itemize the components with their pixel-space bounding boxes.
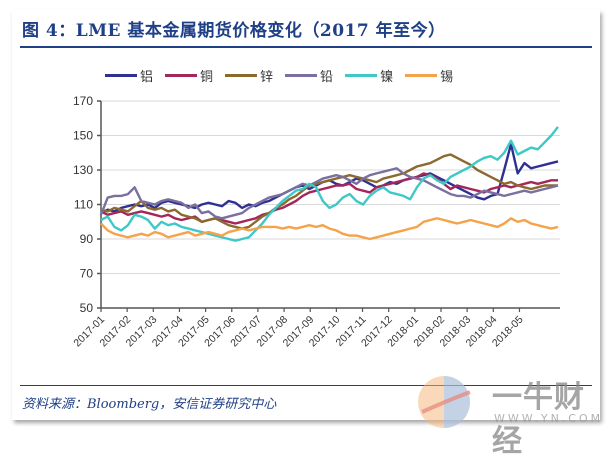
- legend-swatch: [225, 74, 258, 77]
- legend-label: 铝: [140, 69, 154, 84]
- legend-label: 锌: [260, 69, 274, 84]
- series-line-锡: [100, 217, 559, 241]
- y-tick-label: 110: [74, 198, 93, 212]
- series-line-铅: [99, 167, 559, 220]
- legend-item: 锡: [405, 66, 453, 85]
- y-axis: 50 70 90 110 130 150 170: [73, 94, 102, 315]
- y-tick-label: 90: [80, 232, 94, 246]
- legend-item: 锌: [225, 66, 273, 85]
- series-line-铝: [100, 142, 559, 215]
- x-axis: 2017-012017-022017-032017-042017-052017-…: [71, 307, 560, 349]
- y-tick-label: 170: [73, 94, 93, 108]
- legend-label: 铜: [200, 69, 214, 84]
- series-line-镍: [100, 126, 559, 242]
- legend-swatch: [345, 74, 378, 77]
- y-tick-label: 50: [80, 301, 94, 315]
- figure-card: 图 4：LME 基本金属期货价格变化（2017 年至今） 铝 铜 锌 铅 镍 锡 50 70…: [12, 10, 600, 459]
- legend-swatch: [405, 74, 438, 77]
- source-note: 资料来源：Bloomberg，安信证券研究中心: [22, 397, 277, 412]
- legend-item: 镍: [345, 66, 393, 85]
- series-lines: [99, 126, 559, 242]
- legend-label: 铅: [320, 69, 334, 84]
- y-tick-label: 70: [80, 267, 94, 281]
- legend-swatch: [105, 74, 137, 77]
- watermark-url: WWW.YN.COM: [494, 412, 604, 425]
- legend-swatch: [165, 74, 198, 77]
- legend-item: 铅: [285, 66, 333, 85]
- figure-title: 图 4：LME 基本金属期货价格变化（2017 年至今）: [22, 21, 446, 41]
- line-chart: 50 70 90 110 130 150 170 2017-012017-022017-03…: [71, 94, 560, 349]
- legend-item: 铝: [105, 66, 153, 85]
- legend-label: 锡: [440, 69, 454, 84]
- y-tick-label: 130: [73, 163, 93, 177]
- source-divider: [20, 385, 592, 386]
- y-tick-label: 150: [73, 129, 93, 143]
- legend-swatch: [285, 74, 318, 77]
- chart-legend: 铝铜锌铅镍锡: [105, 66, 453, 85]
- title-divider: [20, 46, 592, 48]
- legend-label: 镍: [380, 69, 394, 84]
- watermark-logo: 一牛财经 WWW.YN.COM: [412, 372, 610, 459]
- legend-item: 铜: [165, 66, 213, 85]
- watermark-globe-icon: [418, 376, 471, 428]
- series-line-锌: [100, 153, 558, 230]
